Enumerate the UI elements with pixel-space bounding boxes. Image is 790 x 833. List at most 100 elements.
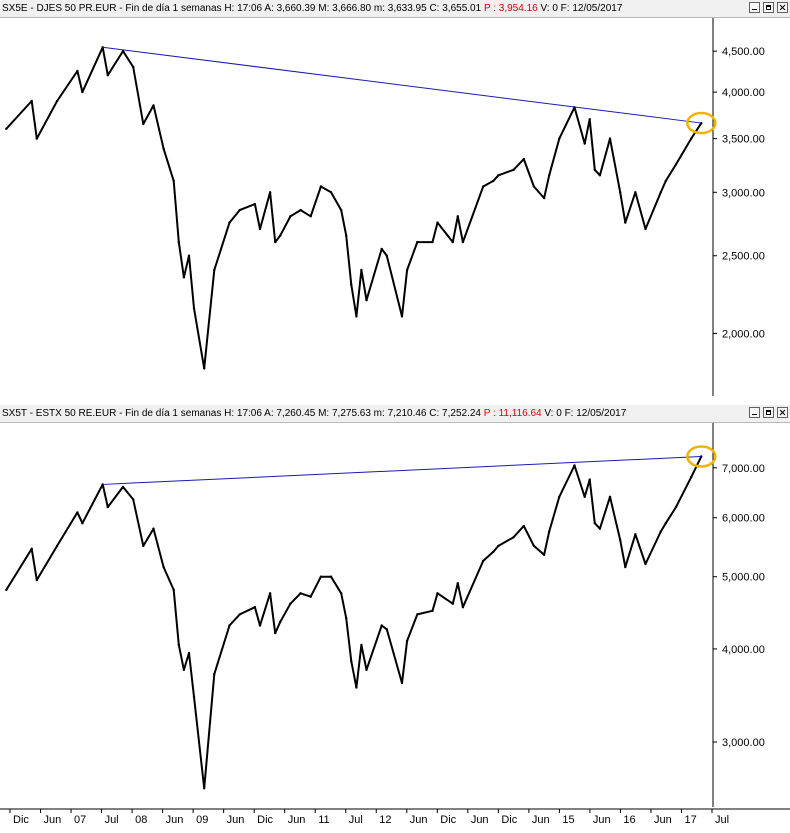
price-point: [674, 163, 678, 166]
chart-sx5t[interactable]: 7,000.00 6,000.00 5,000.00 4,000.00 3,000.00…: [0, 423, 790, 833]
price-point: [598, 527, 602, 530]
trendline[interactable]: [102, 455, 702, 485]
chart-sx5e[interactable]: 4,500.00 4,000.00 3,500.00 3,000.00 2,500.00…: [0, 18, 790, 404]
price-point: [492, 550, 495, 553]
price-point: [416, 613, 419, 616]
x-tick-label: Jun: [166, 814, 184, 826]
maximize-icon[interactable]: [763, 407, 774, 418]
price-point: [274, 631, 277, 635]
price-point: [101, 483, 104, 486]
price-point: [182, 276, 186, 279]
price-point: [340, 208, 343, 212]
price-point: [5, 127, 8, 130]
price-point: [162, 565, 165, 569]
price-point: [451, 602, 454, 605]
highlight-ellipse: [686, 111, 717, 135]
y-tick-label: 5,000.00: [722, 572, 765, 584]
x-tick-label: Dic: [257, 814, 273, 826]
x-tick-label: Jun: [471, 814, 489, 826]
x-tick-label: 07: [74, 814, 86, 826]
price-point: [299, 208, 302, 212]
price-point: [309, 215, 312, 218]
price-point: [619, 191, 622, 194]
y-tick-label: 6,000.00: [722, 513, 765, 525]
x-tick-label: Jun: [288, 814, 306, 826]
price-point: [451, 240, 454, 244]
price-point: [187, 651, 191, 655]
price-point: [329, 191, 333, 194]
price-point: [522, 524, 525, 528]
x-tick-label: Jun: [44, 814, 62, 826]
price-point: [121, 485, 125, 489]
price-point: [279, 234, 282, 237]
price-point: [461, 606, 465, 609]
price-point: [532, 544, 536, 548]
price-point: [548, 530, 551, 533]
price-point: [228, 221, 231, 224]
price-point: [106, 74, 110, 77]
price-point: [542, 553, 546, 556]
price-point: [177, 643, 180, 647]
price-point: [583, 142, 586, 145]
price-point: [30, 99, 33, 103]
price-point: [228, 624, 231, 627]
price-point: [345, 234, 348, 237]
price-point: [355, 686, 358, 689]
header-pred: P : 11,116.64: [483, 408, 542, 419]
price-point: [350, 660, 353, 663]
price-series-line: [5, 456, 703, 790]
price-point: [81, 522, 84, 525]
price-point: [385, 628, 388, 631]
price-point: [213, 268, 216, 272]
x-tick-label: 11: [318, 814, 329, 826]
price-point: [172, 179, 175, 183]
price-point: [659, 530, 662, 533]
price-point: [152, 104, 155, 107]
price-point: [203, 787, 206, 790]
price-point: [482, 185, 485, 188]
minimize-icon[interactable]: [749, 407, 760, 418]
price-point: [512, 536, 515, 539]
price-point: [365, 668, 368, 671]
price-point: [253, 202, 257, 206]
price-point: [497, 174, 500, 177]
maximize-icon[interactable]: [763, 2, 774, 13]
price-point: [644, 562, 647, 566]
trendline[interactable]: [102, 46, 702, 124]
y-tick-label: 3,000.00: [722, 737, 765, 749]
price-point: [213, 672, 216, 676]
price-point: [431, 240, 434, 244]
price-point: [400, 681, 404, 685]
price-point: [365, 299, 368, 302]
price-point: [583, 495, 586, 498]
price-point: [532, 185, 536, 188]
y-tick-label: 4,500.00: [722, 46, 765, 58]
price-point: [456, 215, 459, 218]
price-point: [492, 179, 495, 183]
price-point: [548, 174, 551, 177]
x-tick-label: Jun: [410, 814, 428, 826]
price-point: [132, 498, 135, 501]
y-tick-label: 3,500.00: [722, 134, 765, 146]
price-point: [132, 65, 135, 69]
price-point: [360, 643, 363, 647]
price-point: [76, 69, 79, 73]
x-tick-label: 16: [623, 814, 635, 826]
price-point: [405, 639, 409, 643]
price-point: [35, 578, 38, 582]
price-point: [588, 118, 591, 121]
header-tail: V: 0 F: 12/05/2017: [537, 3, 623, 14]
price-point: [400, 315, 404, 318]
price-point: [598, 174, 602, 177]
price-point: [690, 476, 693, 479]
price-point: [268, 191, 272, 194]
price-point: [385, 254, 388, 257]
price-point: [380, 624, 383, 627]
y-tick-label: 2,500.00: [722, 251, 765, 263]
x-tick-label: 08: [135, 814, 147, 826]
minimize-icon[interactable]: [749, 2, 760, 13]
price-point: [238, 208, 241, 212]
close-icon[interactable]: [777, 2, 788, 13]
price-point: [182, 668, 186, 671]
close-icon[interactable]: [777, 407, 788, 418]
